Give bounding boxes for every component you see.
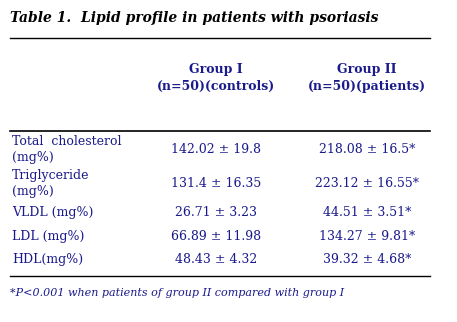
Text: Triglyceride
(mg%): Triglyceride (mg%) [12, 169, 90, 198]
Text: 48.43 ± 4.32: 48.43 ± 4.32 [175, 253, 257, 266]
Text: 44.51 ± 3.51*: 44.51 ± 3.51* [323, 206, 411, 219]
Text: LDL (mg%): LDL (mg%) [12, 230, 85, 243]
Text: Table 1.  Lipid profile in patients with psoriasis: Table 1. Lipid profile in patients with … [10, 11, 378, 25]
Text: HDL(mg%): HDL(mg%) [12, 253, 83, 266]
Text: VLDL (mg%): VLDL (mg%) [12, 206, 94, 219]
Text: 134.27 ± 9.81*: 134.27 ± 9.81* [319, 230, 415, 243]
Text: 66.89 ± 11.98: 66.89 ± 11.98 [170, 230, 261, 243]
Text: Group II
(n=50)(patients): Group II (n=50)(patients) [308, 63, 426, 93]
Text: 223.12 ± 16.55*: 223.12 ± 16.55* [315, 177, 419, 191]
Text: 131.4 ± 16.35: 131.4 ± 16.35 [170, 177, 261, 191]
Text: 39.32 ± 4.68*: 39.32 ± 4.68* [323, 253, 411, 266]
Text: 142.02 ± 19.8: 142.02 ± 19.8 [171, 143, 260, 156]
Text: 26.71 ± 3.23: 26.71 ± 3.23 [175, 206, 257, 219]
Text: Group I
(n=50)(controls): Group I (n=50)(controls) [157, 63, 275, 93]
Text: *P<0.001 when patients of group II compared with group I: *P<0.001 when patients of group II compa… [10, 289, 344, 298]
Text: 218.08 ± 16.5*: 218.08 ± 16.5* [319, 143, 415, 156]
Text: Total  cholesterol
(mg%): Total cholesterol (mg%) [12, 135, 122, 164]
